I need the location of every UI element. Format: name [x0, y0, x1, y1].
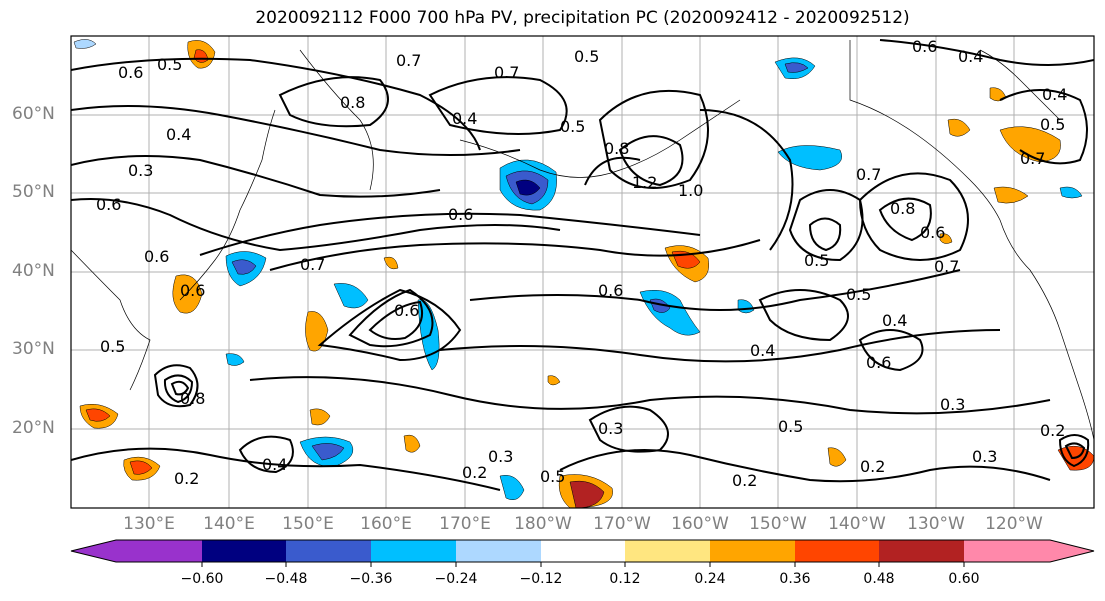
contour-label: 0.7 — [396, 51, 421, 70]
contour-label: 0.4 — [262, 455, 287, 474]
contour-label: 0.7 — [300, 255, 325, 274]
contour-label: 0.7 — [856, 165, 881, 184]
contour-label: 0.3 — [598, 419, 623, 438]
contour-label: 0.6 — [920, 223, 945, 242]
contour-label: 0.5 — [574, 47, 599, 66]
colorbar-tick-label: 0.12 — [609, 571, 641, 587]
colorbar-outline — [70, 539, 1095, 563]
contour-label: 0.4 — [166, 125, 191, 144]
contour-label: 0.3 — [940, 395, 965, 414]
colorbar-segment — [71, 540, 202, 562]
contour-label: 0.4 — [882, 311, 907, 330]
lon-label: 140°E — [203, 514, 255, 534]
colorbar-tick-label: −0.24 — [434, 571, 478, 587]
gridlines — [71, 36, 1094, 508]
contour-label: 0.6 — [394, 301, 419, 320]
contour-label: 0.6 — [180, 281, 205, 300]
contour-label: 0.2 — [1040, 421, 1065, 440]
lon-label: 130°W — [907, 514, 965, 534]
contour-label-group: 0.6 0.5 0.4 0.3 0.6 0.6 0.7 0.8 0.7 0.5 … — [96, 37, 1067, 490]
contour-label: 0.8 — [340, 93, 365, 112]
lat-label: 30°N — [12, 339, 55, 359]
colorbar-segment — [202, 540, 286, 562]
contour-label: 0.8 — [180, 389, 205, 408]
lat-label: 20°N — [12, 418, 55, 438]
lon-label: 180°W — [514, 514, 572, 534]
contour-label: 0.2 — [860, 457, 885, 476]
colorbar-segment — [541, 540, 625, 562]
contour-label: 0.2 — [174, 469, 199, 488]
colorbar-tick-label: −0.60 — [180, 571, 224, 587]
contour-label: 1.2 — [632, 173, 657, 192]
lon-label: 160°E — [360, 514, 412, 534]
lon-label: 170°W — [593, 514, 651, 534]
colorbar-tick-label: 0.24 — [694, 571, 726, 587]
contour-label: 0.5 — [778, 417, 803, 436]
colorbar-segment — [371, 540, 456, 562]
contour-label: 1.0 — [678, 181, 703, 200]
colorbar-segment — [710, 540, 795, 562]
lon-label: 120°W — [985, 514, 1043, 534]
contour-label: 0.2 — [732, 471, 757, 490]
contour-label: 0.4 — [958, 47, 983, 66]
contour-label: 0.3 — [488, 447, 513, 466]
colorbar-tick-label: −0.48 — [264, 571, 308, 587]
map-title: 2020092112 F000 700 hPa PV, precipitatio… — [255, 8, 910, 28]
contour-label: 0.2 — [462, 463, 487, 482]
lon-label: 150°E — [282, 514, 334, 534]
contour-label: 0.5 — [804, 251, 829, 270]
contour-label: 0.7 — [494, 63, 519, 82]
contour-label: 0.6 — [96, 195, 121, 214]
contour-label: 0.4 — [452, 109, 477, 128]
contour-label: 0.6 — [912, 37, 937, 56]
lon-label: 130°E — [123, 514, 175, 534]
contour-label: 0.6 — [144, 247, 169, 266]
lon-label: 170°E — [439, 514, 491, 534]
contour-label: 0.4 — [1042, 85, 1067, 104]
colorbar-tick-label: 0.36 — [779, 571, 811, 587]
contour-label: 0.3 — [972, 447, 997, 466]
colorbar-segment — [286, 540, 371, 562]
contour-label: 0.5 — [100, 337, 125, 356]
contour-label: 0.6 — [866, 353, 891, 372]
lon-label: 150°W — [749, 514, 807, 534]
lon-label: 160°W — [671, 514, 729, 534]
contour-label: 0.5 — [560, 117, 585, 136]
colorbar-segment — [625, 540, 710, 562]
coastlines — [71, 40, 1094, 441]
lat-label: 40°N — [12, 261, 55, 281]
colorbar-segment — [964, 540, 1094, 562]
contour-label: 0.6 — [448, 205, 473, 224]
colorbar-segment — [795, 540, 879, 562]
colorbar — [70, 539, 1095, 567]
colorbar-tick-label: 0.48 — [863, 571, 895, 587]
contour-label: 0.7 — [934, 257, 959, 276]
pv-contours — [71, 39, 1094, 491]
colorbar-tick-label: 0.60 — [948, 571, 980, 587]
contour-label: 0.5 — [157, 55, 182, 74]
plot-frame — [70, 35, 1095, 509]
lat-label: 50°N — [12, 182, 55, 202]
contour-label: 0.8 — [604, 139, 629, 158]
contour-label: 0.5 — [846, 285, 871, 304]
lat-label: 60°N — [12, 104, 55, 124]
contour-label: 0.7 — [1020, 149, 1045, 168]
lon-label: 140°W — [828, 514, 886, 534]
colorbar-segment — [456, 540, 541, 562]
contour-label: 0.8 — [890, 199, 915, 218]
contour-label: 0.4 — [750, 341, 775, 360]
colorbar-tick-label: −0.36 — [349, 571, 393, 587]
contour-label: 0.5 — [540, 467, 565, 486]
colorbar-tick-label: −0.12 — [519, 571, 563, 587]
contour-label: 0.3 — [128, 161, 153, 180]
colorbar-segment — [879, 540, 964, 562]
contour-label: 0.6 — [118, 63, 143, 82]
contour-label: 0.5 — [1040, 115, 1065, 134]
contour-label: 0.6 — [598, 281, 623, 300]
